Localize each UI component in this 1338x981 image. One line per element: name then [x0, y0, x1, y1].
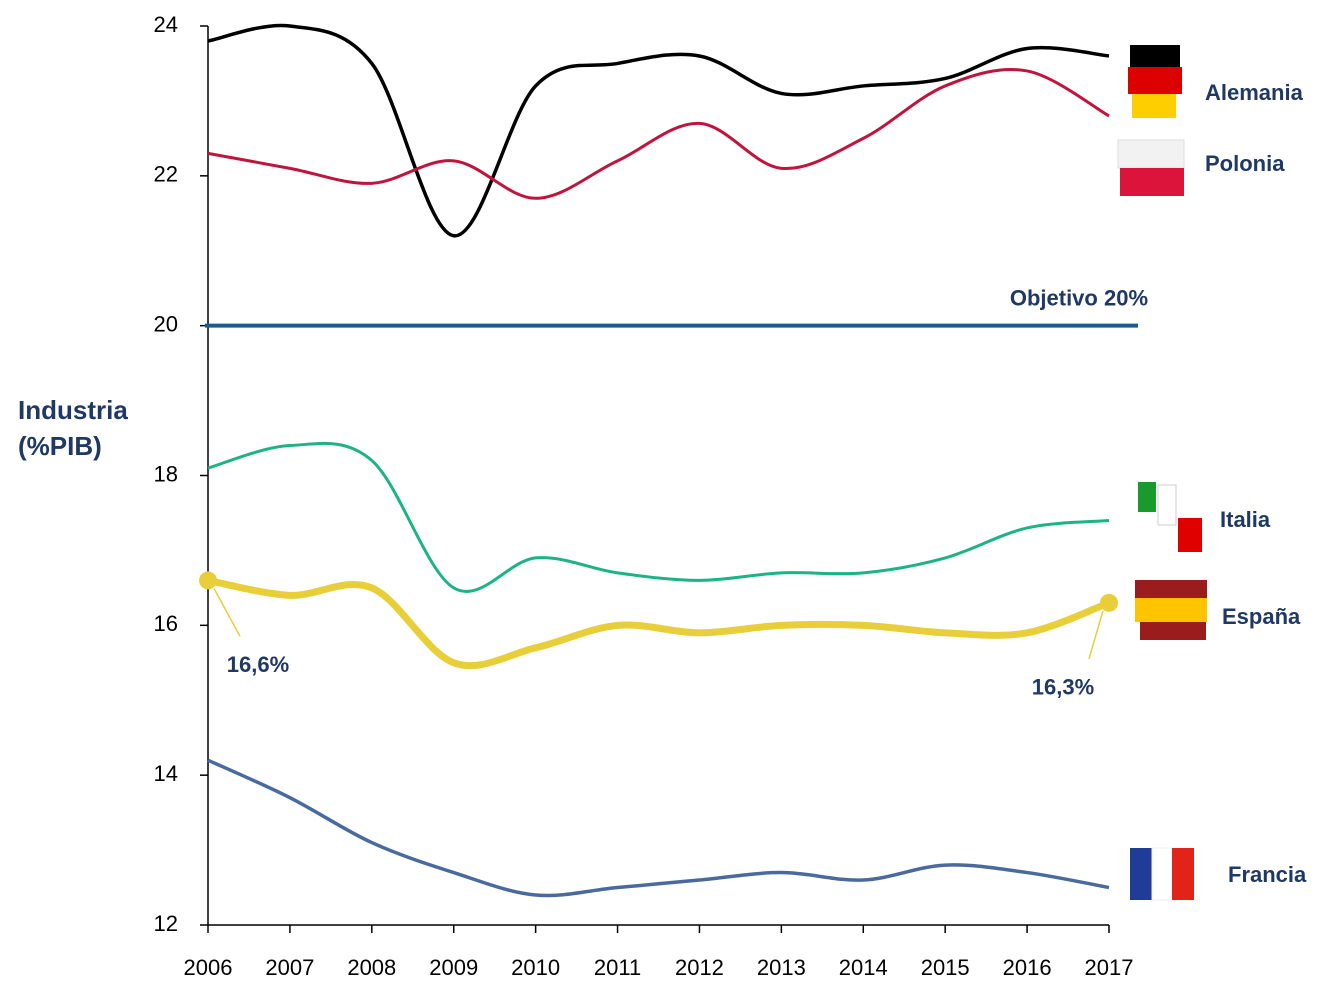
- series-line: [207, 68, 1110, 200]
- x-tick-label: 2010: [511, 955, 560, 980]
- flag-pl: [1117, 139, 1185, 169]
- x-tick-label: 2007: [265, 955, 314, 980]
- series-label: Italia: [1220, 507, 1271, 532]
- x-tick-label: 2013: [757, 955, 806, 980]
- y-tick-label: 16: [154, 611, 178, 636]
- series-label: Alemania: [1205, 80, 1304, 105]
- flag-it: [1157, 484, 1177, 526]
- x-tick-label: 2012: [675, 955, 724, 980]
- flag-es: [1140, 622, 1206, 640]
- y-tick-label: 24: [154, 12, 178, 37]
- flag-es: [1135, 580, 1207, 598]
- x-tick-label: 2009: [429, 955, 478, 980]
- series-label: Francia: [1228, 862, 1307, 887]
- x-tick-label: 2017: [1085, 955, 1134, 980]
- x-tick-label: 2011: [594, 955, 641, 980]
- point-marker: [199, 571, 217, 590]
- flag-it: [1138, 482, 1156, 512]
- flag-es: [1135, 598, 1207, 622]
- series-label: España: [1222, 604, 1301, 629]
- flag-fr: [1130, 848, 1152, 900]
- x-tick-label: 2008: [347, 955, 396, 980]
- leader-line: [213, 588, 241, 637]
- flag-de: [1130, 45, 1180, 67]
- flag-de: [1128, 67, 1182, 94]
- y-tick-label: 22: [154, 162, 178, 187]
- flag-it: [1178, 518, 1202, 552]
- target-label: Objetivo 20%: [1010, 285, 1148, 310]
- x-tick-label: 2006: [184, 955, 233, 980]
- flag-pl: [1120, 168, 1184, 196]
- series-line: [207, 576, 1111, 670]
- y-tick-label: 18: [154, 461, 178, 486]
- y-axis-label: Industria (%PIB): [18, 395, 128, 461]
- series-line: [207, 23, 1110, 238]
- leader-line: [1088, 610, 1104, 660]
- y-tick-label: 20: [154, 311, 178, 336]
- series-label: Polonia: [1205, 151, 1285, 176]
- point-marker: [1100, 593, 1118, 612]
- series-line: [207, 758, 1110, 898]
- y-tick-label: 14: [154, 761, 178, 786]
- x-tick-label: 2014: [839, 955, 888, 980]
- data-label: 16,3%: [1032, 675, 1094, 700]
- flag-de: [1132, 94, 1176, 118]
- data-label: 16,6%: [227, 652, 289, 677]
- flags: [1117, 45, 1207, 901]
- y-tick-label: 12: [154, 911, 178, 936]
- series-line: [207, 441, 1110, 593]
- flag-fr: [1172, 848, 1194, 900]
- flag-fr: [1151, 847, 1173, 901]
- x-tick-label: 2016: [1003, 955, 1052, 980]
- x-tick-label: 2015: [921, 955, 970, 980]
